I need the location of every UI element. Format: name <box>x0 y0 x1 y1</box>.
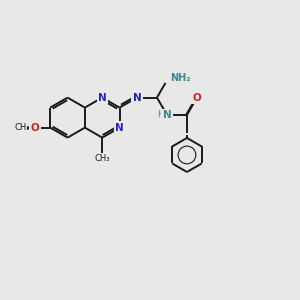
Text: N: N <box>115 123 124 133</box>
Text: N: N <box>163 110 171 120</box>
Text: O: O <box>31 123 39 133</box>
Text: N: N <box>133 93 141 103</box>
Text: CH₃: CH₃ <box>15 123 30 132</box>
Text: H: H <box>157 110 164 119</box>
Text: N: N <box>98 93 106 103</box>
Text: O: O <box>193 93 201 103</box>
Text: NH₂: NH₂ <box>170 73 191 83</box>
Text: CH₃: CH₃ <box>94 154 110 163</box>
